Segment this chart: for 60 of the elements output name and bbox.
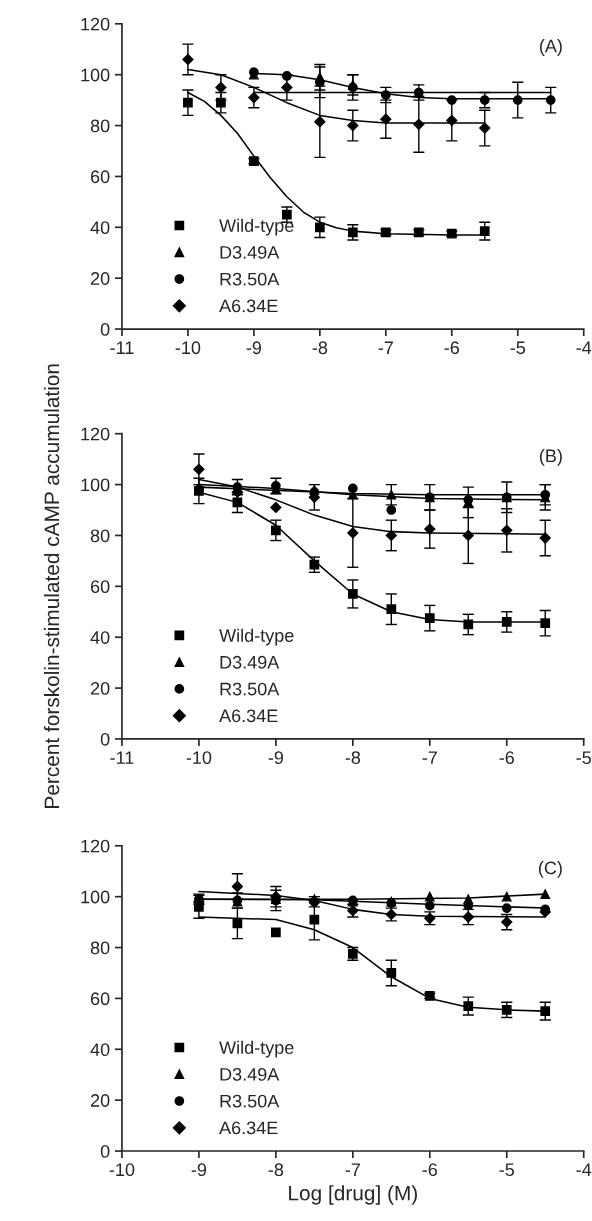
x-tick-label: -6 bbox=[422, 1163, 438, 1177]
x-axis-title: Log [drug] (M) bbox=[289, 1185, 417, 1205]
legend-label: D3.49A bbox=[220, 245, 280, 259]
legend-label: A6.34E bbox=[219, 709, 278, 723]
x-tick-label: -5 bbox=[510, 341, 526, 355]
legend-label: Wild-type bbox=[219, 1040, 294, 1058]
x-tick-label: -10 bbox=[175, 341, 201, 355]
x-tick-label: -6 bbox=[444, 341, 460, 355]
x-tick-label: -8 bbox=[268, 1163, 284, 1177]
y-tick-label: 40 bbox=[90, 221, 110, 235]
y-tick-label: 100 bbox=[81, 890, 110, 904]
x-tick-label: -7 bbox=[345, 1163, 360, 1176]
x-tick-label: -7 bbox=[422, 751, 437, 764]
y-tick-label: 80 bbox=[90, 941, 110, 955]
y-tick-label: 80 bbox=[90, 119, 110, 133]
legend-label: A6.34E bbox=[219, 1121, 278, 1135]
y-tick-label: 120 bbox=[81, 839, 110, 853]
x-tick-label: -10 bbox=[186, 751, 212, 765]
legend-label: Wild-type bbox=[219, 628, 294, 646]
legend-label: R3.50A bbox=[220, 682, 280, 696]
y-tick-label: 0 bbox=[100, 322, 110, 336]
y-tick-label: 120 bbox=[81, 17, 110, 31]
x-tick-label: -5 bbox=[499, 1163, 515, 1177]
x-tick-label: -5 bbox=[576, 751, 591, 765]
x-tick-label: -4 bbox=[576, 341, 592, 354]
x-tick-label: -9 bbox=[246, 341, 262, 355]
x-tick-label: -9 bbox=[268, 751, 284, 765]
legend-label: D3.49A bbox=[220, 1067, 280, 1081]
x-tick-label: -6 bbox=[499, 751, 514, 765]
legend-label: R3.50A bbox=[220, 1094, 280, 1108]
y-tick-label: 20 bbox=[90, 1094, 110, 1107]
legend-label: A6.34E bbox=[219, 299, 278, 313]
x-tick-label: -9 bbox=[191, 1163, 207, 1177]
y-tick-label: 40 bbox=[90, 631, 110, 644]
x-tick-label: -8 bbox=[312, 341, 328, 355]
annotation: (A) bbox=[539, 39, 562, 56]
y-tick-label: 0 bbox=[100, 732, 110, 746]
annotation: (C) bbox=[538, 861, 562, 878]
y-tick-label: 120 bbox=[81, 427, 110, 441]
x-tick-label: -11 bbox=[110, 341, 134, 354]
y-tick-label: 60 bbox=[90, 170, 110, 184]
y-tick-label: 40 bbox=[90, 1043, 110, 1057]
y-tick-label: 100 bbox=[81, 68, 110, 82]
y-tick-label: 60 bbox=[90, 580, 110, 594]
x-tick-label: -10 bbox=[109, 1163, 135, 1177]
y-tick-label: 20 bbox=[90, 682, 110, 695]
y-tick-label: 80 bbox=[90, 529, 110, 543]
annotation: (B) bbox=[539, 448, 562, 466]
y-tick-label: 0 bbox=[100, 1144, 110, 1158]
x-tick-label: -8 bbox=[345, 751, 361, 765]
x-tick-label: -4 bbox=[576, 1163, 592, 1176]
y-tick-label: 100 bbox=[81, 478, 110, 492]
x-tick-label: -11 bbox=[110, 751, 134, 764]
y-axis-title: Percent forskolin-stimulated cAMP accumulation bbox=[43, 364, 60, 808]
legend-label: Wild-type bbox=[219, 218, 294, 236]
legend-label: D3.49A bbox=[220, 655, 280, 669]
legend-label: R3.50A bbox=[220, 272, 280, 286]
x-tick-label: -7 bbox=[378, 341, 393, 354]
y-tick-label: 20 bbox=[90, 272, 110, 285]
y-tick-label: 60 bbox=[90, 992, 110, 1006]
